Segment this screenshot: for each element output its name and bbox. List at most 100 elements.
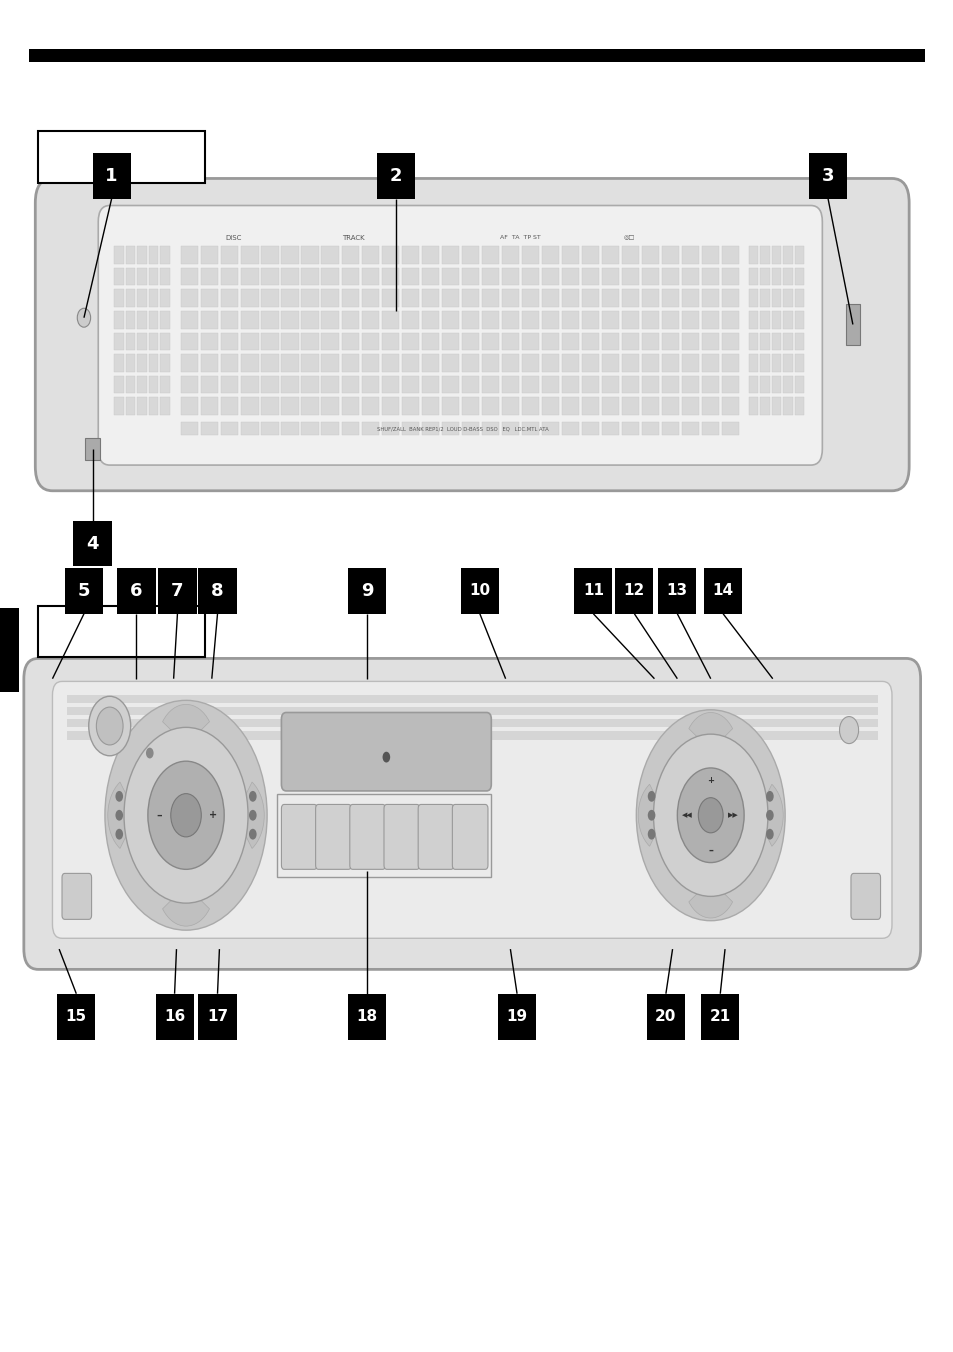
Bar [621,311,639,329]
Bar [441,246,458,264]
Wedge shape [638,784,664,846]
Bar [561,289,578,307]
Text: AF  TA  TP ST: AF TA TP ST [499,235,539,241]
Bar [114,268,124,285]
Bar [221,289,238,307]
Bar [681,268,699,285]
Bar [126,289,135,307]
Bar [641,354,659,372]
Bar [181,354,198,372]
Bar [401,311,418,329]
Bar [661,246,679,264]
Bar [794,397,803,415]
Bar [661,422,679,435]
Bar [321,311,338,329]
FancyBboxPatch shape [281,713,491,791]
Bar [441,311,458,329]
Bar [681,289,699,307]
FancyBboxPatch shape [38,606,205,657]
FancyBboxPatch shape [198,568,236,614]
Bar [701,289,719,307]
Bar [661,376,679,393]
Text: 15: 15 [66,1009,87,1025]
Bar [721,246,739,264]
FancyBboxPatch shape [73,521,112,566]
Bar [481,422,498,435]
Bar [85,438,100,460]
Bar [67,719,877,727]
Circle shape [647,829,655,840]
Bar [281,289,298,307]
Bar [601,246,618,264]
Bar [181,246,198,264]
Circle shape [89,696,131,756]
Bar [241,376,258,393]
Circle shape [647,810,655,821]
Bar [341,354,358,372]
Bar [681,333,699,350]
FancyBboxPatch shape [117,568,155,614]
Bar [481,289,498,307]
Bar [641,397,659,415]
FancyBboxPatch shape [383,804,419,869]
Bar [421,246,438,264]
Bar [661,311,679,329]
Bar [221,376,238,393]
Bar [621,354,639,372]
Bar [381,311,398,329]
Bar [782,376,792,393]
Bar [381,422,398,435]
Circle shape [382,752,390,763]
Bar [481,376,498,393]
Bar [461,333,478,350]
Bar [126,354,135,372]
Bar [321,422,338,435]
Bar [201,333,218,350]
FancyBboxPatch shape [65,568,103,614]
Bar [481,354,498,372]
Bar [771,268,781,285]
FancyBboxPatch shape [350,804,385,869]
Bar [441,289,458,307]
Bar [181,333,198,350]
Bar [521,333,538,350]
Bar [601,268,618,285]
Bar [341,397,358,415]
Circle shape [148,761,224,869]
FancyBboxPatch shape [574,568,612,614]
Bar [341,289,358,307]
Bar [301,333,318,350]
Bar [681,246,699,264]
Bar [721,354,739,372]
Bar [361,311,378,329]
Bar [421,268,438,285]
Bar [760,333,769,350]
Text: 20: 20 [655,1009,676,1025]
Bar [721,289,739,307]
Bar [261,289,278,307]
Bar [760,289,769,307]
FancyBboxPatch shape [376,153,415,199]
Bar [137,289,147,307]
Bar [281,354,298,372]
Bar [748,289,758,307]
Bar [541,268,558,285]
Bar [760,246,769,264]
Text: –: – [156,810,162,821]
Bar [160,246,170,264]
Circle shape [636,710,784,921]
Bar [701,311,719,329]
Bar [261,246,278,264]
Wedge shape [688,880,732,918]
Bar [748,354,758,372]
FancyBboxPatch shape [417,804,454,869]
Bar [281,311,298,329]
Bar [149,333,158,350]
Bar [721,376,739,393]
Bar [748,268,758,285]
Circle shape [115,810,123,821]
Bar [748,333,758,350]
Circle shape [115,791,123,802]
Bar [321,246,338,264]
Bar [301,397,318,415]
